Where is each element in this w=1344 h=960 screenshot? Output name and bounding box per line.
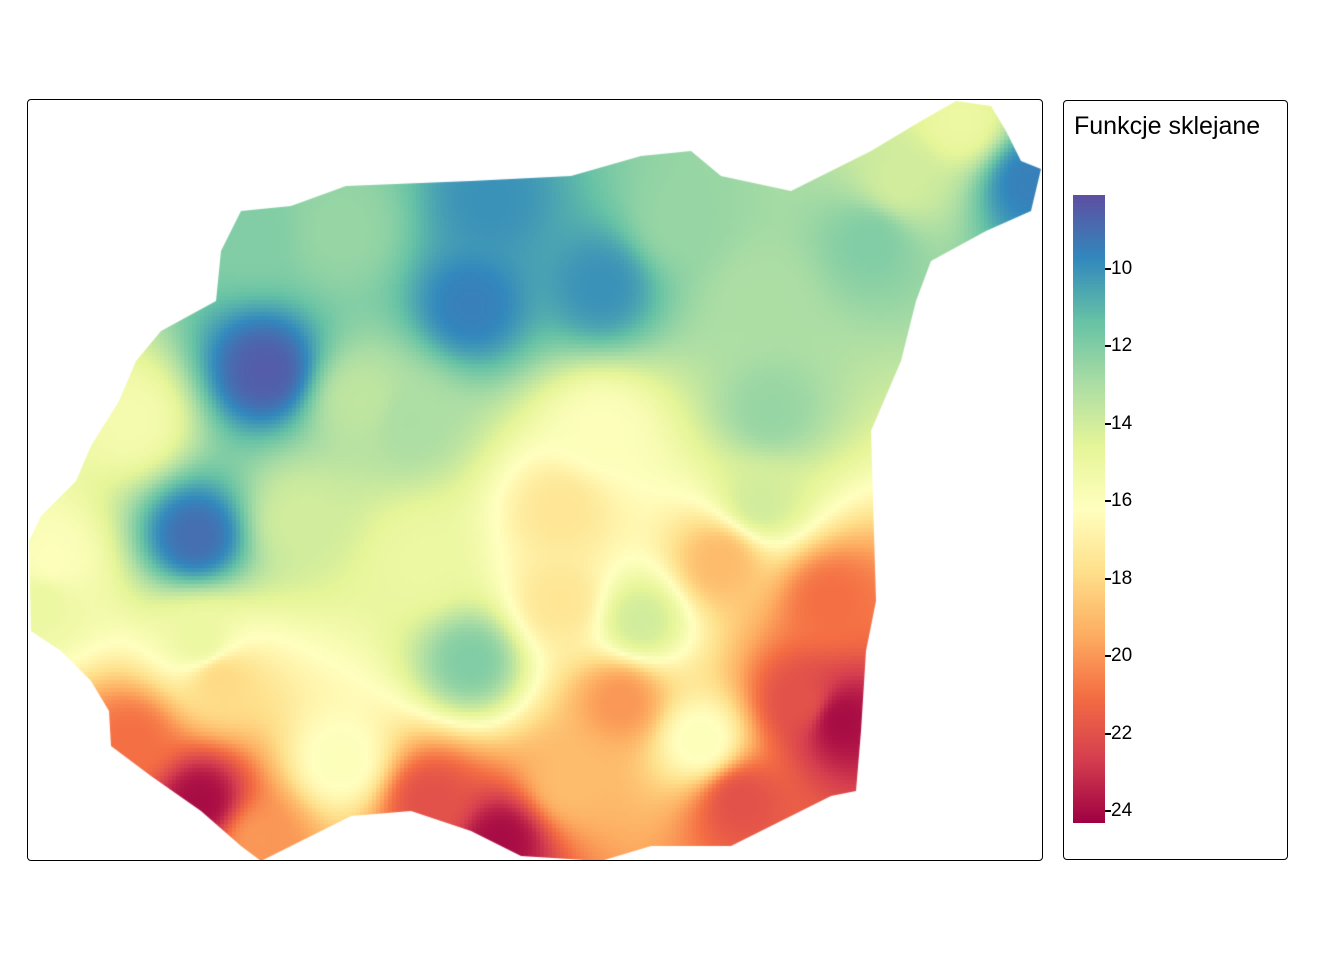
map-panel — [27, 99, 1043, 861]
legend-tick — [1105, 267, 1111, 270]
legend-tick — [1105, 810, 1111, 813]
legend-tick-label: 16 — [1111, 490, 1133, 512]
legend-tick-label: 12 — [1111, 335, 1133, 357]
legend-tick-label: 20 — [1111, 645, 1133, 667]
legend-tick — [1105, 500, 1111, 503]
legend-colorbar — [1073, 195, 1105, 823]
interpolated-raster — [28, 100, 1042, 860]
legend: Funkcje sklejane 10 12 14 16 18 20 22 24 — [1063, 100, 1288, 860]
legend-tick-label: 14 — [1111, 412, 1133, 434]
legend-tick-label: 22 — [1111, 722, 1133, 744]
legend-tick — [1105, 345, 1111, 348]
legend-tick — [1105, 655, 1111, 658]
legend-tick — [1105, 577, 1111, 580]
legend-tick — [1105, 422, 1111, 425]
legend-tick — [1105, 732, 1111, 735]
legend-tick-label: 24 — [1111, 800, 1133, 822]
legend-tick-label: 18 — [1111, 567, 1133, 589]
legend-tick-label: 10 — [1111, 257, 1133, 279]
legend-title: Funkcje sklejane — [1074, 112, 1261, 140]
